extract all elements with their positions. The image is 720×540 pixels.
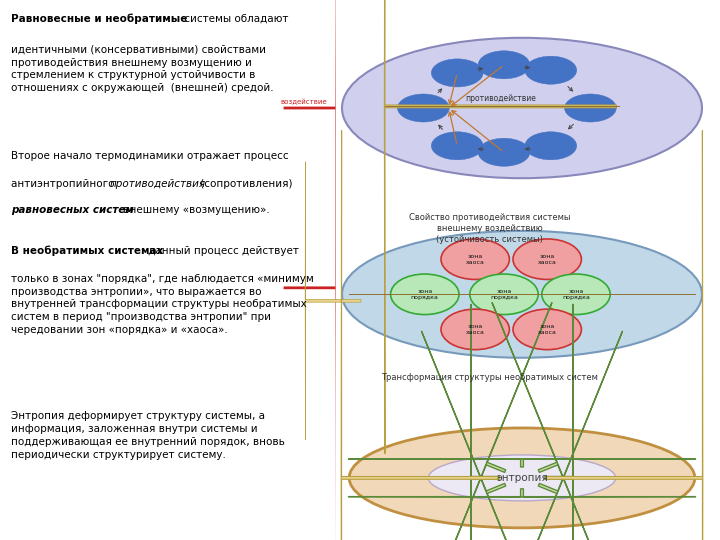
Text: Трансформация структуры необратимых систем: Трансформация структуры необратимых сист… — [381, 373, 598, 382]
Ellipse shape — [564, 94, 616, 122]
Ellipse shape — [478, 138, 530, 166]
Text: антиэнтропийного: антиэнтропийного — [11, 179, 117, 190]
Text: равновесных систем: равновесных систем — [11, 205, 134, 215]
Text: зона
порядка: зона порядка — [411, 289, 438, 300]
Ellipse shape — [478, 51, 530, 79]
Ellipse shape — [431, 59, 483, 87]
Text: зона
хаоса: зона хаоса — [538, 254, 557, 265]
Ellipse shape — [513, 239, 582, 280]
Text: Равновесные и необратимые: Равновесные и необратимые — [11, 14, 187, 24]
Text: системы обладают: системы обладают — [181, 14, 289, 24]
Ellipse shape — [342, 231, 702, 357]
Text: зона
хаоса: зона хаоса — [466, 254, 485, 265]
Text: Второе начало термодинамики отражает процесс: Второе начало термодинамики отражает про… — [11, 151, 289, 161]
Text: энтропия: энтропия — [496, 473, 548, 483]
Text: зона
порядка: зона порядка — [490, 289, 518, 300]
Text: зона
порядка: зона порядка — [562, 289, 590, 300]
Ellipse shape — [525, 132, 577, 160]
Ellipse shape — [441, 239, 510, 280]
Ellipse shape — [525, 56, 577, 84]
Ellipse shape — [390, 274, 459, 314]
Text: внешнему «возмущению».: внешнему «возмущению». — [120, 205, 270, 215]
Text: данный процесс действует: данный процесс действует — [145, 246, 300, 256]
Ellipse shape — [349, 428, 695, 528]
Text: противодействие: противодействие — [465, 93, 536, 103]
Text: идентичными (консервативными) свойствами
противодействия внешнему возмущению и
с: идентичными (консервативными) свойствами… — [11, 45, 274, 93]
Ellipse shape — [469, 274, 538, 314]
Text: зона
хаоса: зона хаоса — [538, 324, 557, 335]
Ellipse shape — [397, 94, 449, 122]
Text: только в зонах "порядка", где наблюдается «минимум
производства энтропии», что в: только в зонах "порядка", где наблюдаетс… — [11, 274, 313, 335]
Text: В необратимых системах: В необратимых системах — [11, 246, 163, 256]
Ellipse shape — [428, 455, 616, 501]
Text: (сопротивления): (сопротивления) — [197, 179, 292, 190]
Ellipse shape — [431, 132, 483, 160]
Ellipse shape — [342, 38, 702, 178]
Ellipse shape — [513, 309, 582, 350]
Ellipse shape — [541, 274, 611, 314]
Text: Свойство противодействия системы
внешнему воздействию
(устойчивость системы): Свойство противодействия системы внешнем… — [409, 213, 570, 245]
Ellipse shape — [441, 309, 510, 350]
Text: противодействия: противодействия — [109, 179, 206, 190]
Text: зона
хаоса: зона хаоса — [466, 324, 485, 335]
Text: Энтропия деформирует структуру системы, а
информация, заложенная внутри системы : Энтропия деформирует структуру системы, … — [11, 411, 284, 460]
Text: воздействие: воздействие — [281, 98, 328, 105]
